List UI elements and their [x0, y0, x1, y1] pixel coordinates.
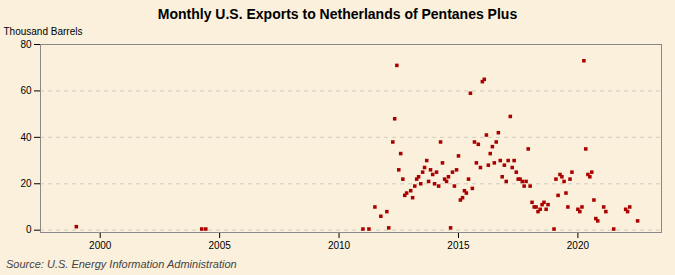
svg-text:60: 60: [20, 85, 32, 96]
svg-text:80: 80: [20, 39, 32, 50]
svg-text:2020: 2020: [567, 240, 590, 251]
svg-text:40: 40: [20, 132, 32, 143]
html-text:Monthly U.S. Exports to Nether: Monthly U.S. Exports to Netherlands of P…: [157, 6, 518, 22]
svg-text:20: 20: [20, 178, 32, 189]
svg-text:Thousand Barrels: Thousand Barrels: [4, 26, 83, 37]
svg-text:2015: 2015: [447, 240, 470, 251]
html-text:Source: U.S. Energy Informatio: Source: U.S. Energy Information Administ…: [6, 258, 237, 270]
svg-text:0: 0: [26, 224, 32, 235]
svg-text:2010: 2010: [328, 240, 351, 251]
svg-text:2005: 2005: [209, 240, 232, 251]
svg-text:2000: 2000: [89, 240, 112, 251]
